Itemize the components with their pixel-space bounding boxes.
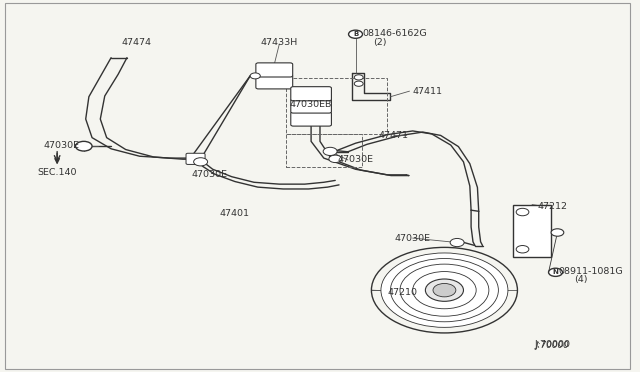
Circle shape — [548, 268, 563, 276]
Circle shape — [413, 272, 476, 309]
Circle shape — [194, 158, 207, 166]
Circle shape — [516, 208, 529, 216]
Text: B: B — [353, 31, 358, 37]
FancyBboxPatch shape — [291, 87, 332, 101]
Text: N: N — [552, 269, 559, 275]
Circle shape — [323, 147, 337, 155]
Text: 47030E: 47030E — [395, 234, 431, 243]
Text: (2): (2) — [373, 38, 387, 47]
Text: 47411: 47411 — [413, 87, 443, 96]
Circle shape — [76, 141, 92, 151]
Text: 08911-1081G: 08911-1081G — [559, 267, 623, 276]
Text: 47471: 47471 — [379, 131, 408, 140]
Text: 47212: 47212 — [538, 202, 567, 211]
Text: 47210: 47210 — [387, 288, 417, 296]
FancyBboxPatch shape — [291, 99, 332, 113]
FancyBboxPatch shape — [513, 205, 551, 257]
FancyBboxPatch shape — [186, 153, 205, 164]
Text: 47401: 47401 — [220, 209, 250, 218]
Circle shape — [516, 246, 529, 253]
FancyBboxPatch shape — [256, 63, 292, 77]
FancyBboxPatch shape — [291, 112, 332, 126]
Text: 47030E: 47030E — [43, 141, 79, 150]
Text: 47474: 47474 — [122, 38, 152, 47]
FancyBboxPatch shape — [256, 75, 292, 89]
Text: 08146-6162G: 08146-6162G — [362, 29, 426, 38]
Circle shape — [381, 253, 508, 327]
Text: J:70000: J:70000 — [534, 340, 570, 349]
Circle shape — [433, 283, 456, 297]
Text: (4): (4) — [575, 275, 588, 284]
Text: 47030EB: 47030EB — [290, 100, 332, 109]
Text: 47030E: 47030E — [337, 155, 374, 164]
Circle shape — [355, 75, 363, 80]
Circle shape — [400, 264, 489, 316]
Circle shape — [426, 279, 463, 301]
Text: 47433H: 47433H — [260, 38, 298, 47]
Circle shape — [250, 73, 260, 79]
Circle shape — [390, 259, 499, 322]
Circle shape — [349, 30, 362, 38]
Text: 47030E: 47030E — [191, 170, 227, 179]
Text: SEC.140: SEC.140 — [37, 169, 77, 177]
Circle shape — [551, 229, 564, 236]
Circle shape — [355, 81, 363, 86]
Circle shape — [450, 238, 464, 247]
Text: J:70000: J:70000 — [536, 341, 569, 350]
Circle shape — [329, 155, 342, 163]
